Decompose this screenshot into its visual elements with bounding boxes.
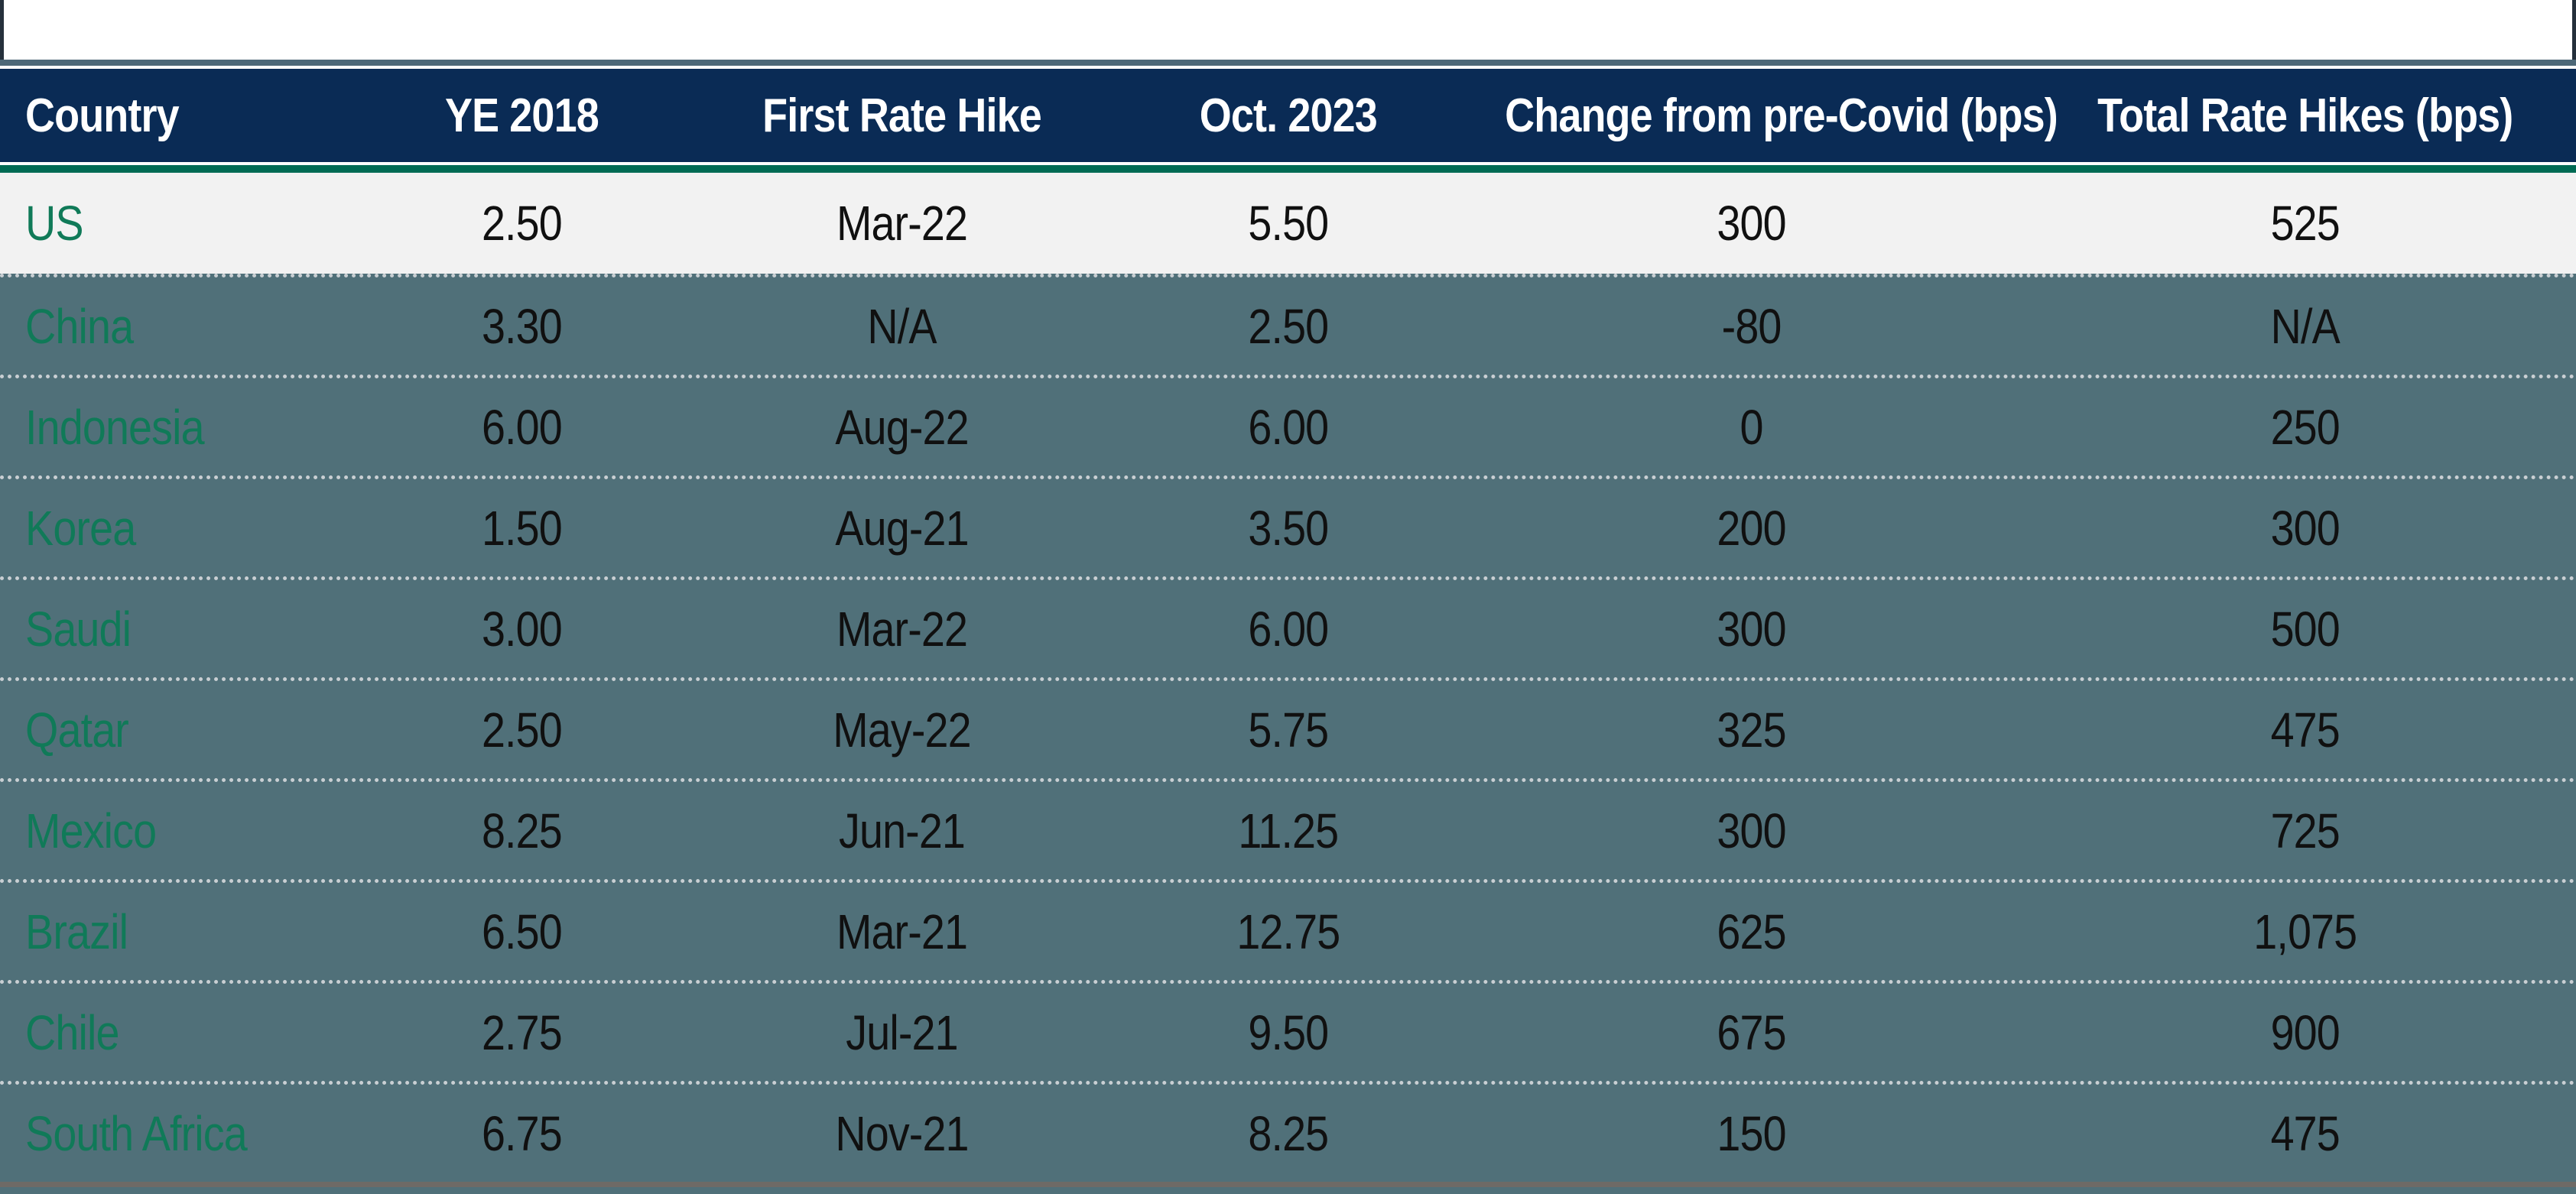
country-cell: South Africa [25,1105,248,1161]
table-row-china: China 3.30 N/A 2.50 -80 N/A [0,274,2576,375]
table-row-mexico: Mexico 8.25 Jun-21 11.25 300 725 [0,778,2576,879]
value-cell: Aug-22 [834,399,969,455]
column-header-change-from-pre-covid-bps: Change from pre-Covid (bps) [1505,89,2058,142]
value-cell: N/A [2271,298,2340,354]
table-bottom-border [0,1182,2576,1187]
value-cell: 300 [2271,500,2340,556]
value-cell: 1,075 [2253,904,2358,959]
table-row-chile: Chile 2.75 Jul-21 9.50 675 900 [0,980,2576,1081]
country-cell: Qatar [25,702,129,758]
country-cell: Mexico [25,803,157,858]
value-cell: Mar-22 [836,196,968,251]
value-cell: 8.25 [1248,1105,1329,1161]
column-header-first-rate-hike: First Rate Hike [762,89,1042,142]
country-cell: Korea [25,500,136,556]
value-cell: 150 [1717,1105,1787,1161]
top-margin-strip [0,0,2576,60]
value-cell: 725 [2271,803,2340,858]
value-cell: 3.50 [1248,500,1329,556]
table-row-korea: Korea 1.50 Aug-21 3.50 200 300 [0,475,2576,576]
value-cell: 300 [1717,196,1787,251]
table-row-indonesia: Indonesia 6.00 Aug-22 6.00 0 250 [0,375,2576,475]
country-cell: US [25,196,83,251]
value-cell: Mar-22 [836,601,968,657]
value-cell: N/A [867,298,937,354]
country-cell: Saudi [25,601,132,657]
value-cell: 2.50 [1248,298,1329,354]
bottom-margin-strip [0,1187,2576,1194]
value-cell: 900 [2271,1004,2340,1060]
value-cell: 11.25 [1238,803,1339,858]
value-cell: 6.75 [481,1105,563,1161]
value-cell: 625 [1717,904,1787,959]
value-cell: Jun-21 [838,803,966,858]
table-row-south-africa: South Africa 6.75 Nov-21 8.25 150 475 [0,1081,2576,1182]
value-cell: 9.50 [1248,1004,1329,1060]
value-cell: 475 [2271,702,2340,758]
value-cell: 325 [1717,702,1787,758]
header-top-gap [0,66,2576,69]
value-cell: 1.50 [481,500,563,556]
value-cell: 300 [1717,601,1787,657]
value-cell: 475 [2271,1105,2340,1161]
value-cell: 5.50 [1248,196,1329,251]
value-cell: 6.50 [481,904,563,959]
column-header-ye-2018: YE 2018 [444,89,599,142]
value-cell: 6.00 [1248,601,1329,657]
value-cell: -80 [1721,298,1782,354]
value-cell: 675 [1717,1004,1787,1060]
value-cell: 12.75 [1236,904,1340,959]
value-cell: 300 [1717,803,1787,858]
value-cell: Jul-21 [845,1004,958,1060]
value-cell: 3.00 [481,601,563,657]
green-accent-bar [0,165,2576,173]
value-cell: 200 [1717,500,1787,556]
country-cell: China [25,298,134,354]
column-header-oct-2023: Oct. 2023 [1199,89,1377,142]
top-divider-line [0,60,2576,66]
value-cell: Nov-21 [835,1105,969,1161]
table-header-row: Country YE 2018 First Rate Hike Oct. 2023 Ch… [0,69,2576,162]
value-cell: 6.00 [1248,399,1329,455]
value-cell: Aug-21 [834,500,969,556]
table-row-saudi: Saudi 3.00 Mar-22 6.00 300 500 [0,576,2576,677]
country-cell: Brazil [25,904,128,959]
value-cell: 3.30 [481,298,563,354]
table-row-qatar: Qatar 2.50 May-22 5.75 325 475 [0,677,2576,778]
header-bottom-gap [0,162,2576,165]
table-row-brazil: Brazil 6.50 Mar-21 12.75 625 1,075 [0,879,2576,980]
value-cell: 250 [2271,399,2340,455]
column-header-country: Country [25,89,180,142]
value-cell: 2.50 [481,702,563,758]
value-cell: May-22 [832,702,971,758]
column-header-total-rate-hikes-bps: Total Rate Hikes (bps) [2097,89,2514,142]
value-cell: 5.75 [1248,702,1329,758]
value-cell: 8.25 [481,803,563,858]
value-cell: 525 [2271,196,2340,251]
value-cell: Mar-21 [836,904,968,959]
value-cell: 2.50 [481,196,563,251]
value-cell: 500 [2271,601,2340,657]
value-cell: 2.75 [481,1004,563,1060]
value-cell: 0 [1740,399,1764,455]
country-cell: Indonesia [25,399,205,455]
value-cell: 6.00 [481,399,563,455]
country-cell: Chile [25,1004,119,1060]
table-body: US 2.50 Mar-22 5.50 300 525 China 3.30 N/A 2.50 -8… [0,173,2576,1182]
table-row-us: US 2.50 Mar-22 5.50 300 525 [0,173,2576,274]
